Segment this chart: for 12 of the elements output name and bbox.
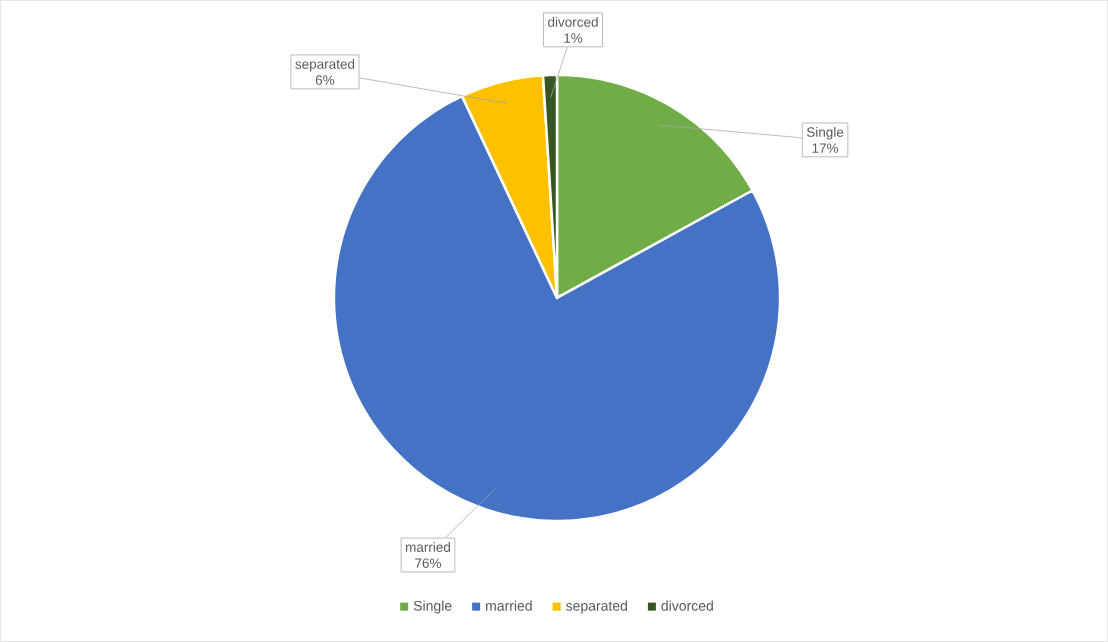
legend-label: Single xyxy=(413,600,452,614)
legend-label: divorced xyxy=(661,600,713,611)
data-label: 6% xyxy=(315,75,335,85)
data-label: 17% xyxy=(812,143,839,153)
legend-label: married xyxy=(486,600,532,611)
slice-label: separated xyxy=(295,58,355,72)
slice-label: married xyxy=(405,542,450,552)
slice-label: Single xyxy=(806,127,844,140)
data-label: 1% xyxy=(564,33,583,43)
slice-label: divorced xyxy=(548,16,598,27)
legend-label: separated xyxy=(565,600,627,614)
data-label: 76% xyxy=(415,558,441,568)
